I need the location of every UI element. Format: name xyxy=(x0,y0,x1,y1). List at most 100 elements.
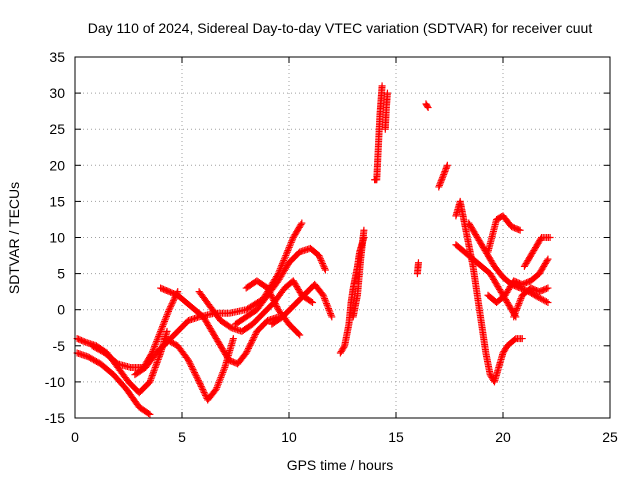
series-arc23 xyxy=(484,212,524,256)
data-point xyxy=(515,226,523,234)
data-point xyxy=(216,375,224,383)
y-tick-label: 10 xyxy=(49,230,65,246)
data-point xyxy=(542,298,550,306)
data-point xyxy=(160,319,168,327)
data-point xyxy=(163,312,171,320)
series-arc4 xyxy=(131,219,306,379)
data-point xyxy=(360,226,368,234)
data-point xyxy=(270,298,278,306)
data-point xyxy=(326,308,334,316)
x-tick-label: 25 xyxy=(602,429,618,445)
data-point xyxy=(512,306,520,314)
data-point xyxy=(154,334,162,342)
data-point xyxy=(321,264,329,272)
data-point xyxy=(510,311,518,319)
data-point xyxy=(152,339,160,347)
data-point xyxy=(245,343,253,351)
data-point xyxy=(211,386,219,394)
data-point xyxy=(320,293,328,301)
data-point xyxy=(438,174,446,182)
data-point xyxy=(266,289,274,297)
data-point xyxy=(285,243,293,251)
data-point xyxy=(514,301,522,309)
data-point xyxy=(536,294,544,302)
data-point xyxy=(538,295,546,303)
series-arc15 xyxy=(413,259,422,278)
data-point xyxy=(295,330,303,338)
data-point xyxy=(544,298,552,306)
data-point xyxy=(440,169,448,177)
series-arc18 xyxy=(452,197,526,386)
data-point xyxy=(169,298,177,306)
data-points xyxy=(73,82,554,418)
data-point xyxy=(247,340,255,348)
data-point xyxy=(146,410,154,418)
data-point xyxy=(436,180,444,188)
data-point xyxy=(268,293,276,301)
data-point xyxy=(284,247,292,255)
data-point xyxy=(414,259,422,267)
data-point xyxy=(318,290,326,298)
data-point xyxy=(163,311,171,319)
data-point xyxy=(190,367,198,375)
data-point xyxy=(213,383,221,391)
data-point xyxy=(162,314,170,322)
data-point xyxy=(188,364,196,372)
data-point xyxy=(435,183,443,191)
data-point xyxy=(189,366,197,374)
data-point xyxy=(340,343,348,351)
data-point xyxy=(199,385,207,393)
data-point xyxy=(518,335,526,343)
data-point xyxy=(267,290,275,298)
data-point xyxy=(533,293,541,301)
data-point xyxy=(191,370,199,378)
data-point xyxy=(442,164,450,172)
data-point xyxy=(170,295,178,303)
data-point xyxy=(153,337,161,345)
data-point xyxy=(201,390,209,398)
series-arc13 xyxy=(371,82,386,184)
data-point xyxy=(279,258,287,266)
x-tick-label: 5 xyxy=(178,429,186,445)
data-point xyxy=(158,324,166,332)
data-point xyxy=(271,300,279,308)
data-point xyxy=(214,382,222,390)
data-point xyxy=(214,380,222,388)
data-point xyxy=(516,296,524,304)
data-point xyxy=(543,285,551,293)
data-point xyxy=(199,387,207,395)
data-point xyxy=(270,296,278,304)
data-point xyxy=(437,178,445,186)
series-arc5 xyxy=(157,284,282,368)
data-point xyxy=(269,295,277,303)
data-point xyxy=(319,261,327,269)
data-point xyxy=(443,163,451,171)
series-arc14 xyxy=(381,89,391,133)
data-point xyxy=(167,301,175,309)
data-point xyxy=(541,297,549,305)
x-tick-label: 15 xyxy=(388,429,404,445)
y-tick-label: -5 xyxy=(53,338,66,354)
data-point xyxy=(297,221,305,229)
data-point xyxy=(166,304,174,312)
data-point xyxy=(286,242,294,250)
data-point xyxy=(264,284,272,292)
y-tick-label: 5 xyxy=(57,266,65,282)
y-tick-label: 20 xyxy=(49,157,65,173)
y-tick-label: 15 xyxy=(49,193,65,209)
data-point xyxy=(244,346,252,354)
series-arc10 xyxy=(242,277,304,339)
x-tick-label: 0 xyxy=(71,429,79,445)
data-point xyxy=(440,171,448,179)
data-point xyxy=(323,300,331,308)
data-point xyxy=(219,368,227,376)
data-point xyxy=(161,317,169,325)
data-point xyxy=(307,298,315,306)
data-point xyxy=(157,326,165,334)
data-point xyxy=(164,309,172,317)
data-point xyxy=(318,258,326,266)
data-point xyxy=(543,257,551,265)
data-point xyxy=(194,376,202,384)
data-point xyxy=(195,378,203,386)
series-arc24 xyxy=(510,284,552,321)
